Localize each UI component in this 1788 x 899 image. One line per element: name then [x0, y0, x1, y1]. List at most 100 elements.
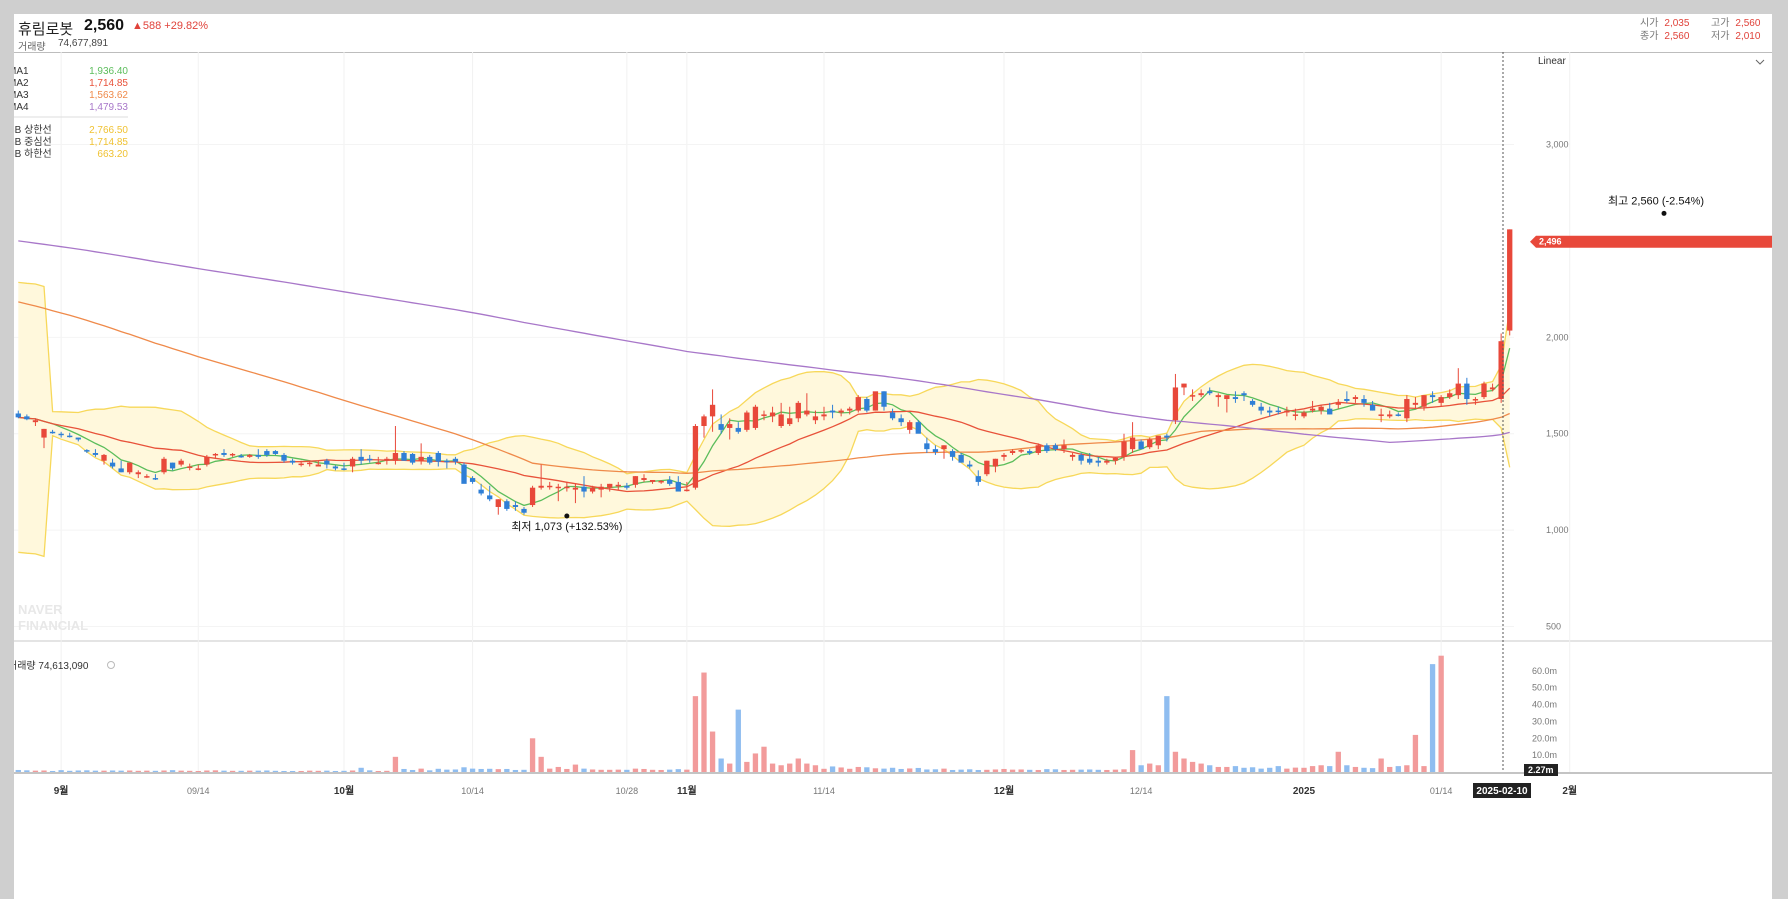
volume-bar-41	[367, 770, 373, 772]
volume-bar-148	[1284, 768, 1290, 772]
bollinger-lower-line	[18, 418, 1511, 558]
volume-bar-80	[701, 672, 707, 772]
candle-body-99	[864, 399, 870, 411]
ohlc-low: 저가 2,010	[1711, 27, 1760, 42]
volume-bar-66	[581, 768, 587, 772]
candle-body-50	[444, 460, 450, 463]
candle-body-136	[1181, 383, 1187, 388]
candle-body-17	[161, 458, 167, 473]
candle-body-52	[461, 464, 467, 484]
volume-bar-125	[1087, 769, 1093, 772]
candle-body-22	[204, 456, 210, 465]
candle-body-147	[1275, 410, 1281, 413]
candle-body-93	[812, 416, 819, 421]
volume-bar-4	[49, 770, 56, 772]
candle-body-86	[752, 406, 759, 428]
candle-body-32	[289, 460, 296, 463]
volume-bar-97	[847, 768, 853, 772]
candle-body-144	[1249, 400, 1256, 405]
candle-body-91	[795, 402, 801, 419]
candle-body-126	[1095, 460, 1101, 463]
volume-bar-146	[1267, 767, 1273, 772]
volume-bar-84	[735, 709, 741, 772]
stock-name[interactable]: 휴림로봇	[18, 21, 74, 38]
volume-bar-54	[478, 768, 484, 772]
candle-body-47	[418, 456, 424, 461]
volume-bar-38	[341, 770, 347, 772]
volume-bar-3	[41, 770, 47, 772]
volume-bar-2	[32, 770, 39, 772]
candle-body-0	[15, 413, 21, 418]
volume-bar-16	[152, 770, 159, 772]
volume-bar-36	[324, 770, 330, 772]
candle-body-84	[735, 427, 741, 432]
candle-body-161	[1395, 414, 1401, 416]
candle-body-33	[298, 463, 304, 466]
volume-bar-43	[384, 770, 390, 772]
candle-body-5	[58, 433, 64, 436]
volume-bar-68	[598, 769, 604, 772]
legend-name-0: MA1	[14, 66, 29, 77]
volume-bar-53	[469, 768, 476, 772]
candle-body-1	[24, 416, 30, 420]
volume-bar-79	[692, 696, 699, 772]
candle-body-110	[958, 454, 964, 463]
volume-bar-101	[881, 768, 887, 772]
legend-name-2: MA3	[14, 90, 29, 101]
volume-tick-label-0: 10.0m	[1532, 750, 1557, 760]
volume-bar-108	[941, 768, 947, 772]
candle-body-4	[49, 431, 56, 434]
current-date-label: 2025-02-10	[1476, 786, 1528, 797]
volume-tick-label-5: 60.0m	[1532, 666, 1557, 676]
candle-body-10	[101, 454, 107, 461]
stock-header: 휴림로봇 2,560 ▲588 +29.82% 거래량 74,677,891 시…	[14, 14, 1772, 53]
volume-bar-13	[127, 770, 133, 772]
candle-body-20	[187, 466, 193, 468]
candle-body-165	[1429, 395, 1436, 398]
ohlc-open-value: 2,035	[1664, 18, 1690, 29]
candle-body-8	[84, 450, 90, 452]
candle-body-65	[572, 487, 579, 490]
candle-body-40	[358, 456, 364, 461]
volume-bar-9	[92, 770, 99, 772]
volume-bar-110	[958, 769, 964, 772]
candle-body-135	[1172, 387, 1179, 421]
volume-bar-49	[435, 768, 441, 772]
volume-bar-118	[1027, 769, 1033, 772]
volume-bar-76	[667, 769, 673, 772]
ma2-line	[18, 387, 1511, 493]
volume-bar-17	[161, 770, 167, 772]
volume-bar-52	[461, 767, 467, 772]
volume-bar-151	[1309, 766, 1316, 772]
bollinger-upper-line	[18, 281, 1511, 475]
candles	[15, 229, 1513, 515]
candle-body-21	[195, 468, 201, 470]
close-icon	[107, 661, 115, 669]
candle-body-146	[1267, 410, 1273, 413]
candle-body-64	[564, 486, 570, 489]
candle-body-143	[1241, 393, 1247, 396]
volume-bar-47	[418, 768, 424, 772]
candle-body-117	[1018, 450, 1024, 452]
volume-bar-78	[684, 769, 690, 772]
volume-bar-94	[821, 768, 827, 772]
volume-bar-123	[1069, 769, 1076, 772]
volume-bar-33	[298, 770, 304, 772]
volume-bar-86	[752, 753, 759, 772]
volume-bar-12	[118, 770, 124, 772]
candle-body-172	[1489, 387, 1496, 390]
candle-body-121	[1052, 445, 1059, 450]
volume-bar-82	[718, 758, 724, 772]
x-date-label-4: 10/28	[616, 786, 639, 796]
candle-body-66	[581, 486, 587, 492]
volume-bar-140	[1215, 766, 1221, 772]
candle-body-16	[152, 478, 159, 480]
volume-bar-96	[838, 767, 844, 772]
x-date-label-2: 10월	[334, 785, 354, 797]
volume-bar-70	[615, 769, 621, 772]
candle-body-80	[701, 416, 707, 427]
volume-bar-141	[1224, 766, 1230, 772]
candle-body-142	[1232, 397, 1239, 400]
candle-body-158	[1369, 404, 1376, 411]
